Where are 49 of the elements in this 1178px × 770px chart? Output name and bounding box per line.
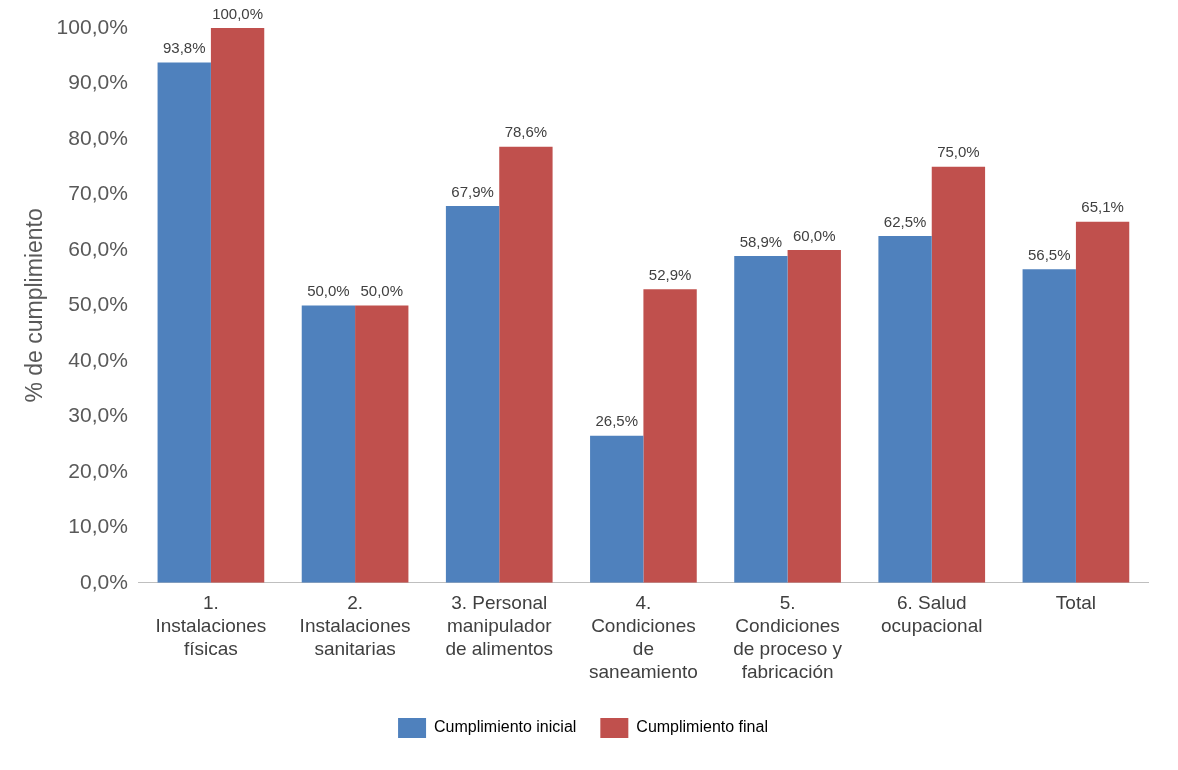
y-tick-label: 80,0% [68,125,128,149]
bar [1022,269,1076,583]
x-tick-label: 1. Instalaciones físicas [155,592,267,660]
legend-label: Cumplimiento final [636,718,768,736]
data-label: 93,8% [162,39,206,57]
data-label: 58,9% [739,232,783,250]
data-label: 56,5% [1027,245,1071,263]
bar [301,305,356,583]
bar [1075,221,1130,583]
y-tick-label: 10,0% [68,514,128,538]
data-label: 60,0% [792,226,836,244]
data-label: 75,0% [937,143,980,161]
y-tick-label: 30,0% [68,403,128,427]
x-tick-label: 4. Condiciones de saneamiento [589,592,698,682]
y-tick-label: 40,0% [68,347,128,371]
bar [355,305,409,583]
bar [878,236,932,583]
y-tick-label: 50,0% [68,292,128,316]
bar [499,146,553,583]
y-tick-label: 100,0% [56,14,128,38]
bar [734,256,788,583]
x-tick-label: 6. Salud ocupacional [881,592,983,637]
y-tick-label: 60,0% [68,236,128,260]
bar [157,62,211,583]
data-label: 26,5% [595,412,639,430]
bar [445,206,500,583]
data-label: 67,9% [451,182,494,200]
data-label: 50,0% [360,282,404,300]
y-tick-label: 20,0% [68,458,128,482]
bar [210,28,265,583]
bar [787,249,841,583]
legend-label: Cumplimiento inicial [434,718,577,736]
bar [643,289,697,583]
data-label: 65,1% [1081,198,1124,216]
y-tick-label: 90,0% [68,70,128,94]
data-label: 50,0% [307,282,350,300]
x-tick-label: 3. Personal manipulador de alimentos [445,592,554,660]
bar [931,166,986,583]
y-tick-label: 70,0% [68,181,128,205]
data-label: 62,5% [883,212,927,230]
x-tick-label: 5. Condiciones de proceso y fabricación [733,592,843,682]
data-label: 78,6% [504,123,548,141]
bar [590,435,644,583]
data-label: 100,0% [212,4,264,22]
x-tick-label: 2. Instalaciones sanitarias [299,592,411,660]
y-axis-title: % de cumplimiento [21,208,48,403]
y-tick-label: 0,0% [79,569,128,593]
x-tick-label: Total [1055,592,1096,614]
data-label: 52,9% [648,265,692,283]
